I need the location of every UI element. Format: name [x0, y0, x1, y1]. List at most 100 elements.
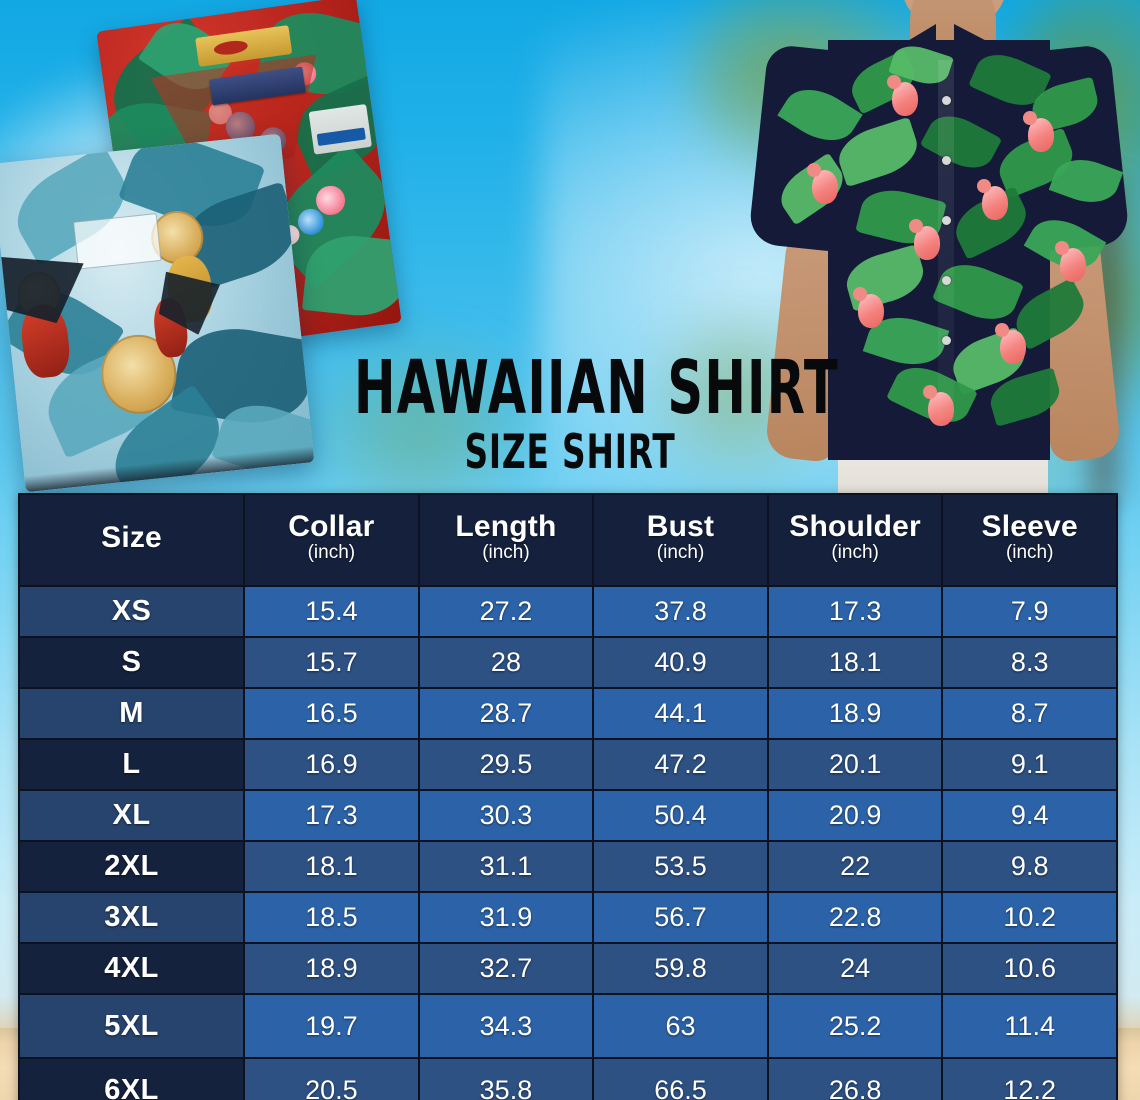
cell-bust-5xl: 63 [592, 993, 769, 1059]
header-cell-bust: Bust (inch) [592, 493, 769, 587]
model-photo [742, 0, 1140, 495]
header-cell-size: Size [17, 493, 246, 587]
cell-sleeve-xs: 7.9 [941, 585, 1118, 638]
table-row: 4XL 18.9 32.7 59.8 24 10.6 [17, 942, 1118, 995]
blue-shirt-pocket [73, 213, 162, 270]
header-unit-shoulder: (inch) [831, 542, 879, 564]
model-shirt-button-5 [942, 336, 951, 345]
cell-length-4xl: 32.7 [417, 942, 595, 995]
folded-shirt-blue [0, 133, 315, 493]
size-chart-table: Size Collar (inch) Length (inch) Bust (i… [17, 493, 1118, 1100]
model-shirt-button-2 [942, 156, 951, 165]
model-shirt-button-1 [942, 96, 951, 105]
cell-size-l: L [17, 738, 246, 791]
cell-shoulder-xl: 20.9 [766, 789, 944, 842]
cell-size-4xl: 4XL [17, 942, 246, 995]
model-shirt-flamingo-3 [807, 163, 838, 204]
cell-sleeve-xl: 9.4 [941, 789, 1118, 842]
palm-foliage-blur-e [300, 330, 540, 510]
model-shirt-flamingo-6 [1055, 241, 1086, 282]
cell-sleeve-6xl: 12.2 [941, 1057, 1118, 1100]
table-header: Size Collar (inch) Length (inch) Bust (i… [17, 493, 1118, 587]
cell-bust-xs: 37.8 [592, 585, 769, 638]
table-row: 5XL 19.7 34.3 63 25.2 11.4 [17, 993, 1118, 1059]
cell-sleeve-m: 8.7 [941, 687, 1118, 740]
header-unit-collar: (inch) [307, 542, 356, 564]
cell-size-xl: XL [17, 789, 246, 842]
table-row: XL 17.3 30.3 50.4 20.9 9.4 [17, 789, 1118, 842]
model-shirt-flamingo-5 [909, 219, 940, 260]
cell-shoulder-xs: 17.3 [766, 585, 944, 638]
cell-length-xs: 27.2 [417, 585, 595, 638]
cell-length-xl: 30.3 [417, 789, 595, 842]
table-row: S 15.7 28 40.9 18.1 8.3 [17, 636, 1118, 689]
table-row: XS 15.4 27.2 37.8 17.3 7.9 [17, 585, 1118, 638]
cell-sleeve-2xl: 9.8 [941, 840, 1118, 893]
cell-shoulder-3xl: 22.8 [766, 891, 944, 944]
header-label-collar: Collar [288, 509, 375, 543]
cell-size-3xl: 3XL [17, 891, 246, 944]
header-label-bust: Bust [646, 509, 715, 543]
cell-bust-m: 44.1 [592, 687, 769, 740]
cell-size-xs: XS [17, 585, 246, 638]
table-row: 3XL 18.5 31.9 56.7 22.8 10.2 [17, 891, 1118, 944]
cell-bust-4xl: 59.8 [592, 942, 769, 995]
cell-shoulder-4xl: 24 [766, 942, 944, 995]
size-chart-table-container: Size Collar (inch) Length (inch) Bust (i… [17, 493, 1118, 1100]
cell-length-3xl: 31.9 [417, 891, 595, 944]
cell-sleeve-4xl: 10.6 [941, 942, 1118, 995]
table-row: L 16.9 29.5 47.2 20.1 9.1 [17, 738, 1118, 791]
cell-sleeve-5xl: 11.4 [941, 993, 1118, 1059]
table-row: 6XL 20.5 35.8 66.5 26.8 12.2 [17, 1057, 1118, 1100]
cell-shoulder-5xl: 25.2 [766, 993, 944, 1059]
cell-collar-l: 16.9 [243, 738, 420, 791]
cell-length-2xl: 31.1 [417, 840, 595, 893]
header-cell-collar: Collar (inch) [243, 493, 420, 587]
title-main: HAWAIIAN SHIRT [354, 343, 839, 432]
cell-shoulder-l: 20.1 [766, 738, 944, 791]
cell-collar-6xl: 20.5 [243, 1057, 420, 1100]
cell-shoulder-6xl: 26.8 [766, 1057, 944, 1100]
model-shirt-button-4 [942, 276, 951, 285]
cell-length-m: 28.7 [417, 687, 595, 740]
model-shirt-button-3 [942, 216, 951, 225]
model-shirt-flamingo-2 [1023, 111, 1054, 152]
red-shirt-sleeve-logo [308, 103, 372, 155]
cell-bust-xl: 50.4 [592, 789, 769, 842]
cell-shoulder-s: 18.1 [766, 636, 944, 689]
cell-length-s: 28 [417, 636, 595, 689]
cell-collar-2xl: 18.1 [243, 840, 420, 893]
model-shirt-placket [938, 60, 954, 420]
cell-collar-xl: 17.3 [243, 789, 420, 842]
cell-collar-5xl: 19.7 [243, 993, 420, 1059]
cell-size-6xl: 6XL [17, 1057, 246, 1100]
header-unit-bust: (inch) [656, 542, 705, 564]
table-row: 2XL 18.1 31.1 53.5 22 9.8 [17, 840, 1118, 893]
cell-sleeve-s: 8.3 [941, 636, 1118, 689]
table-row: M 16.5 28.7 44.1 18.9 8.7 [17, 687, 1118, 740]
model-shirt-flamingo-7 [853, 287, 884, 328]
cell-collar-4xl: 18.9 [243, 942, 420, 995]
cell-size-2xl: 2XL [17, 840, 246, 893]
header-unit-length: (inch) [482, 542, 530, 564]
cell-length-l: 29.5 [417, 738, 595, 791]
header-cell-sleeve: Sleeve (inch) [941, 493, 1118, 587]
cell-shoulder-2xl: 22 [766, 840, 944, 893]
cell-bust-s: 40.9 [592, 636, 769, 689]
cell-collar-s: 15.7 [243, 636, 420, 689]
model-shirt-flamingo-4 [977, 179, 1008, 220]
cell-collar-3xl: 18.5 [243, 891, 420, 944]
cell-collar-xs: 15.4 [243, 585, 420, 638]
cell-length-6xl: 35.8 [417, 1057, 595, 1100]
cell-shoulder-m: 18.9 [766, 687, 944, 740]
cell-length-5xl: 34.3 [417, 993, 595, 1059]
model-shirt-flamingo-1 [887, 75, 918, 116]
model-shirt-flamingo-9 [923, 385, 954, 426]
cell-size-m: M [17, 687, 246, 740]
cell-sleeve-3xl: 10.2 [941, 891, 1118, 944]
cell-bust-3xl: 56.7 [592, 891, 769, 944]
header-label-size: Size [101, 520, 162, 554]
poster-title: HAWAIIAN SHIRT SIZE SHIRT [300, 343, 840, 476]
cell-sleeve-l: 9.1 [941, 738, 1118, 791]
